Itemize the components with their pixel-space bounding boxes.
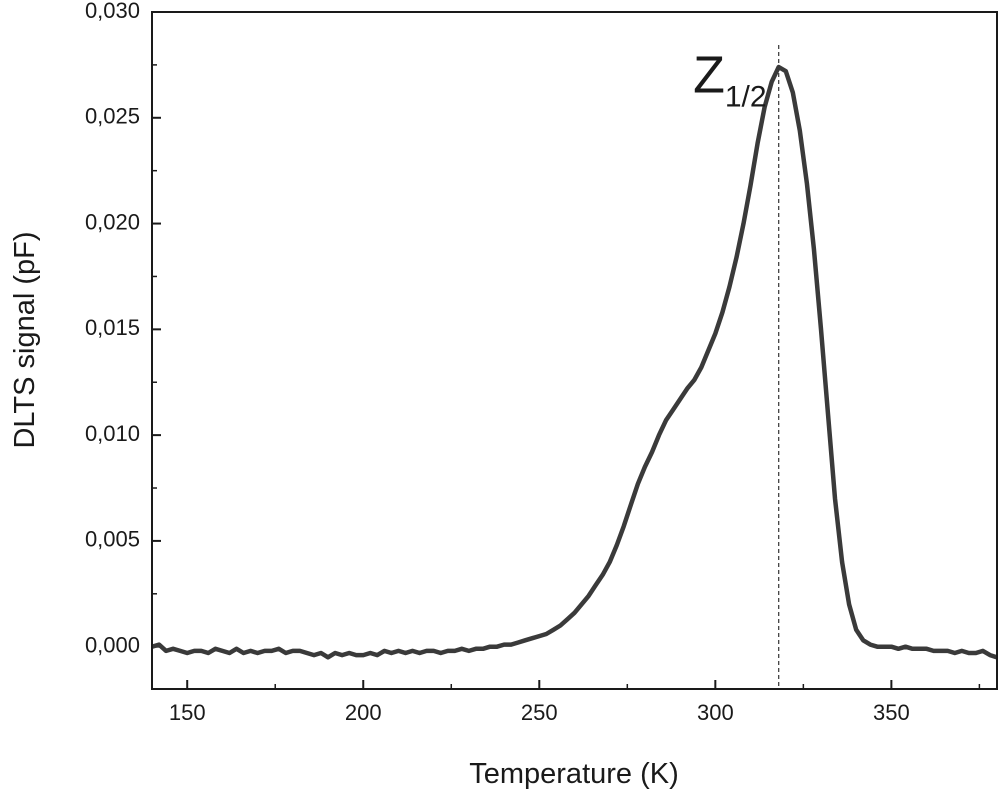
y-tick-label: 0,010 bbox=[85, 421, 140, 446]
y-axis-title: DLTS signal (pF) bbox=[9, 231, 41, 448]
annotation-main: Z bbox=[693, 46, 725, 104]
y-tick-label: 0,020 bbox=[85, 209, 140, 234]
y-tick-label: 0,015 bbox=[85, 315, 140, 340]
plot-frame bbox=[151, 11, 998, 690]
x-tick-label: 150 bbox=[169, 700, 206, 725]
x-tick-label: 350 bbox=[873, 700, 910, 725]
x-tick-label: 300 bbox=[697, 700, 734, 725]
x-tick-label: 200 bbox=[345, 700, 382, 725]
y-tick-label: 0,025 bbox=[85, 104, 140, 129]
x-axis-ticks: 150 200 250 300 350 bbox=[169, 680, 981, 725]
x-tick-label: 250 bbox=[521, 700, 558, 725]
peak-annotation: Z1/2 bbox=[693, 46, 766, 113]
x-axis-title: Temperature (K) bbox=[469, 758, 679, 790]
y-tick-label: 0,005 bbox=[85, 527, 140, 552]
series-line bbox=[152, 64, 997, 660]
y-tick-label: 0,030 bbox=[85, 0, 140, 23]
annotation-subscript: 1/2 bbox=[725, 80, 767, 113]
y-tick-label: 0,000 bbox=[85, 633, 140, 658]
y-axis-ticks: 0,000 0,005 0,010 0,015 0,020 0,025 0,030 bbox=[85, 0, 161, 658]
